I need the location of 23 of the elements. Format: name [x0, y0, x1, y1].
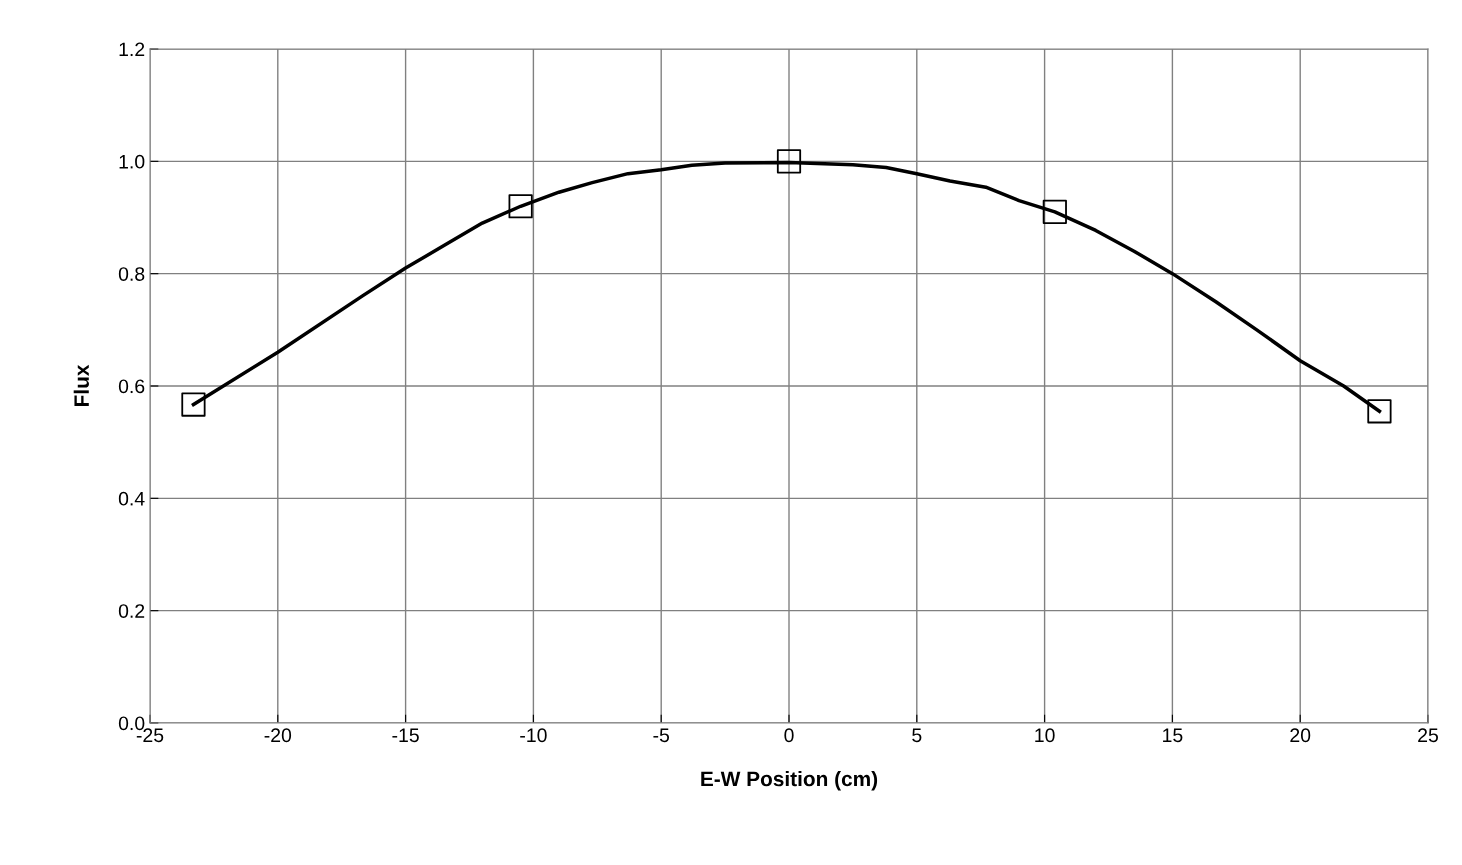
x-tick-label: 5: [912, 728, 922, 743]
x-axis-title: E-W Position (cm): [701, 770, 878, 791]
point: [776, 149, 802, 174]
point: [1367, 399, 1392, 424]
point: [508, 194, 533, 219]
y-tick-label: 1.2: [119, 42, 145, 57]
x-tick-label: 10: [1035, 728, 1055, 743]
y-tick-label: 0.4: [118, 491, 145, 506]
y-tick-label: 0.6: [118, 379, 145, 394]
y-tick-label: 0.2: [118, 604, 145, 618]
x-tick-label: 0: [784, 728, 794, 743]
x-tick-label: 25: [1418, 728, 1438, 743]
x-tick-label: -20: [264, 728, 292, 743]
y-axis-title: Flux: [73, 364, 89, 407]
x-tick-label: -10: [520, 728, 547, 743]
x-tick-label: 15: [1163, 728, 1183, 743]
x-tick-label: -5: [653, 728, 670, 743]
x-tick-label: -15: [392, 728, 419, 743]
y-tick-label: 1.0: [119, 154, 145, 169]
point: [1042, 199, 1067, 224]
x-tick-label: 20: [1290, 728, 1311, 743]
point: [181, 392, 206, 417]
y-tick-label: 0.8: [118, 267, 145, 281]
